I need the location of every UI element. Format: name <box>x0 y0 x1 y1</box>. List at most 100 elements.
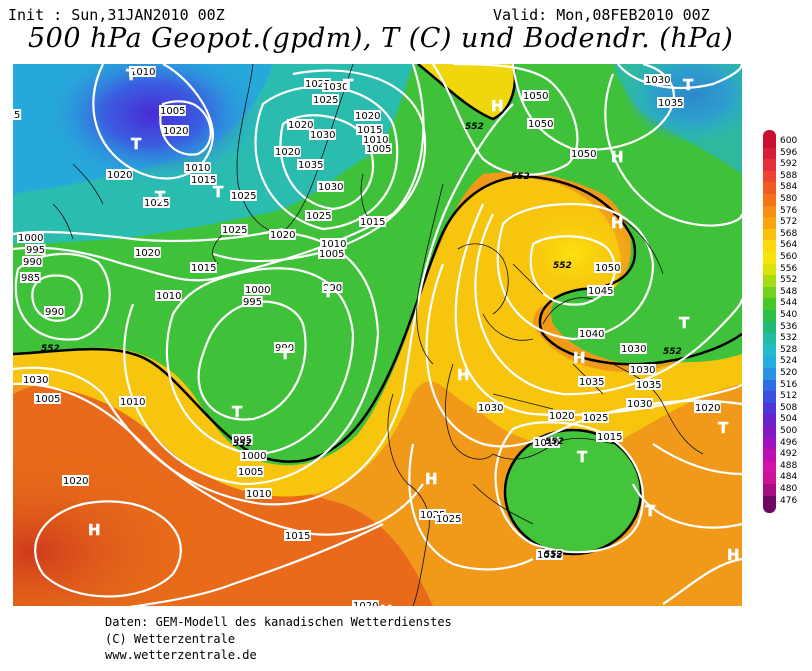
svg-text:1010: 1010 <box>363 135 388 146</box>
svg-text:1020: 1020 <box>163 126 188 137</box>
legend-color-480 <box>763 484 776 497</box>
legend-label-564: 564 <box>780 240 798 251</box>
high-pressure-marker: H <box>491 97 504 115</box>
legend-label-528: 528 <box>780 344 798 355</box>
svg-text:1000: 1000 <box>241 451 266 462</box>
high-pressure-marker: H <box>425 470 438 488</box>
legend-label-568: 568 <box>780 228 798 239</box>
svg-text:H: H <box>727 546 740 564</box>
pressure-label: 1050 <box>527 118 554 130</box>
low-pressure-marker: T <box>683 76 694 94</box>
footer-website[interactable]: www.wetterzentrale.de <box>105 648 257 662</box>
legend-label-516: 516 <box>780 379 798 390</box>
svg-text:1025: 1025 <box>436 514 461 525</box>
pressure-label: 1020 <box>694 402 721 414</box>
pressure-label: 1000 <box>240 450 267 462</box>
svg-text:1015: 1015 <box>191 175 216 186</box>
legend-color-580 <box>763 194 776 207</box>
legend-color-584 <box>763 182 776 195</box>
geopot-label: 552 <box>544 550 563 560</box>
pressure-label: 1010 <box>184 162 211 174</box>
low-pressure-marker: T <box>679 314 690 332</box>
legend-label-588: 588 <box>780 170 798 181</box>
legend-color-488 <box>763 460 776 473</box>
pressure-label: 1040 <box>578 328 605 340</box>
svg-text:552: 552 <box>553 261 572 271</box>
svg-text:1025: 1025 <box>305 79 330 90</box>
svg-text:552: 552 <box>545 437 564 447</box>
pressure-label: 1030 <box>322 81 349 93</box>
legend-color-556 <box>763 263 776 276</box>
svg-text:T: T <box>131 135 142 153</box>
svg-text:990: 990 <box>323 283 342 294</box>
pressure-label: 1015 <box>536 549 563 561</box>
svg-text:552: 552 <box>465 122 484 132</box>
legend-label-552: 552 <box>780 275 798 286</box>
svg-text:H: H <box>425 470 438 488</box>
legend-label-556: 556 <box>780 263 798 274</box>
legend-color-516 <box>763 379 776 392</box>
legend-color-492 <box>763 449 776 462</box>
svg-text:T: T <box>343 76 354 94</box>
svg-text:1030: 1030 <box>23 375 48 386</box>
pressure-label: 1050 <box>594 262 621 274</box>
legend-color-536 <box>763 321 776 334</box>
low-pressure-marker: T <box>577 448 588 466</box>
svg-text:T: T <box>679 314 690 332</box>
legend-color-560 <box>763 252 776 265</box>
high-pressure-marker: H <box>611 214 624 232</box>
pressure-label: 1030 <box>626 398 653 410</box>
pressure-label: 1000 <box>244 284 271 296</box>
svg-text:1030: 1030 <box>645 75 670 86</box>
geopot-label: 552 <box>233 439 252 449</box>
pressure-label: 990 <box>44 306 65 318</box>
pressure-label: 1035 <box>578 376 605 388</box>
svg-text:552: 552 <box>511 172 530 182</box>
pressure-label: 1010 <box>155 290 182 302</box>
legend-color-552 <box>763 275 776 288</box>
svg-text:1015: 1015 <box>191 263 216 274</box>
legend-color-576 <box>763 205 776 218</box>
svg-text:995: 995 <box>233 435 252 446</box>
svg-text:985: 985 <box>21 273 40 284</box>
svg-text:1010: 1010 <box>156 291 181 302</box>
pressure-label: 1015 <box>596 431 623 443</box>
svg-text:552: 552 <box>41 344 60 354</box>
legend-label-560: 560 <box>780 252 798 262</box>
svg-text:1020: 1020 <box>355 111 380 122</box>
pressure-label-edge: 5 <box>13 109 22 121</box>
geopot-label: 552 <box>663 347 682 357</box>
high-pressure-marker: H <box>727 546 740 564</box>
legend-label-512: 512 <box>780 391 798 402</box>
legend-label-524: 524 <box>780 356 798 367</box>
svg-text:T: T <box>155 188 166 206</box>
svg-text:H: H <box>380 602 393 606</box>
svg-text:1025: 1025 <box>583 413 608 424</box>
low-pressure-marker: T <box>155 188 166 206</box>
svg-text:1020: 1020 <box>107 170 132 181</box>
low-pressure-marker: T <box>213 183 224 201</box>
geopot-label: 552 <box>553 261 572 271</box>
svg-text:1030: 1030 <box>318 182 343 193</box>
svg-text:1020: 1020 <box>353 601 378 606</box>
pressure-label: 1025 <box>312 94 339 106</box>
pressure-label: 1015 <box>284 530 311 542</box>
low-pressure-marker: T <box>280 345 291 363</box>
svg-text:1040: 1040 <box>579 329 604 340</box>
pressure-label: 1030 <box>644 74 671 86</box>
svg-text:1005: 1005 <box>160 106 185 117</box>
pressure-label: 1020 <box>269 229 296 241</box>
high-pressure-marker: H <box>457 366 470 384</box>
init-time: Init : Sun,31JAN2010 00Z <box>8 6 225 24</box>
pressure-label: 1015 <box>190 262 217 274</box>
high-pressure-marker: H <box>573 349 586 367</box>
svg-text:T: T <box>213 183 224 201</box>
svg-text:H: H <box>88 521 101 539</box>
footer-copyright: (C) Wetterzentrale <box>105 632 236 646</box>
pressure-label: 1015 <box>356 124 383 136</box>
svg-text:1010: 1010 <box>120 397 145 408</box>
svg-text:1005: 1005 <box>319 249 344 260</box>
pressure-label: 1045 <box>587 285 614 297</box>
legend-label-492: 492 <box>780 449 798 460</box>
svg-text:990: 990 <box>45 307 64 318</box>
